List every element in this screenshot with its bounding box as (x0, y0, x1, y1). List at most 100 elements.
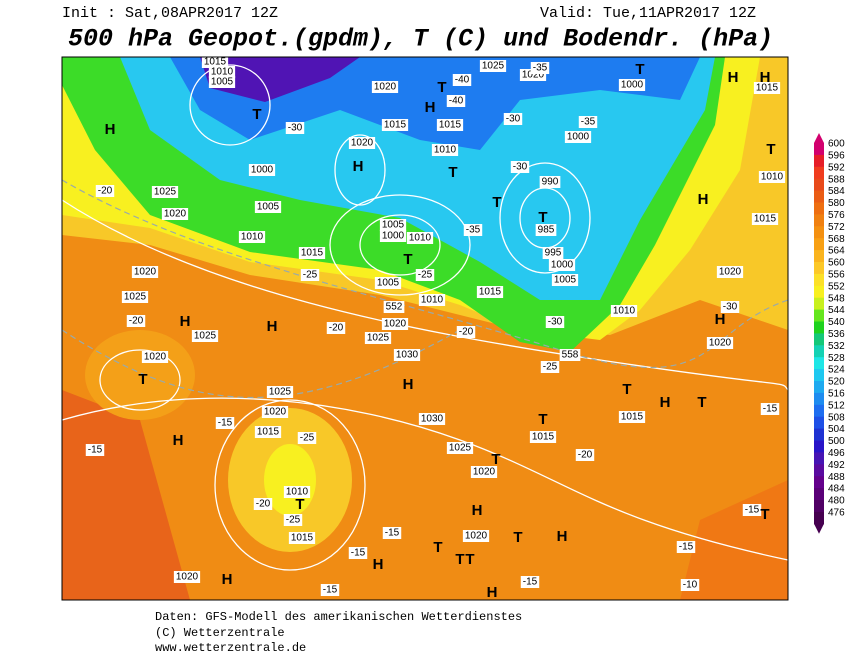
pressure-label: 1015 (301, 248, 324, 259)
temperature-label: -15 (745, 505, 760, 516)
pressure-center: H (472, 502, 483, 519)
pressure-label: 1005 (211, 77, 234, 88)
pressure-center: H (180, 313, 191, 330)
pressure-label-box (283, 486, 311, 498)
temperature-label-box (300, 269, 320, 281)
pressure-label-box (758, 171, 786, 183)
pressure-label: 995 (545, 248, 562, 259)
colorbar: 6005965925885845805765725685645605565525… (814, 133, 845, 534)
colorbar-swatch (814, 452, 824, 465)
pressure-label-box (298, 247, 326, 259)
colorbar-tick-label: 496 (828, 448, 845, 459)
colorbar-swatch (814, 404, 824, 418)
pressure-label-box (348, 137, 376, 149)
pressure-label: 1000 (251, 165, 274, 176)
temperature-label: -30 (506, 114, 521, 125)
pressure-label-box (470, 466, 498, 478)
pressure-label: 1015 (204, 57, 227, 68)
colorbar-tick-label: 560 (828, 258, 845, 269)
pressure-center: H (403, 376, 414, 393)
colorbar-tick-label: 540 (828, 317, 845, 328)
colorbar-swatch (814, 143, 824, 156)
pressure-label: 1005 (382, 220, 405, 231)
pressure-center: T (295, 496, 304, 513)
colorbar-tick-label: 480 (828, 496, 845, 507)
temperature-label: -10 (683, 580, 698, 591)
pressure-label: 1020 (374, 82, 397, 93)
temperature-label-box (760, 403, 780, 415)
colorbar-tick-label: 544 (828, 305, 845, 316)
pressure-label-box (254, 201, 282, 213)
pressure-label-box (141, 351, 169, 363)
temperature-label-box (575, 449, 595, 461)
pressure-label: 1010 (211, 67, 234, 78)
pressure-label-box (173, 571, 201, 583)
temperature-label-box (530, 62, 550, 74)
pressure-label: 1020 (709, 338, 732, 349)
temperature-label: -15 (88, 445, 103, 456)
colorbar-swatch (814, 178, 824, 192)
pressure-label: 1015 (754, 214, 777, 225)
pressure-label: 1020 (164, 209, 187, 220)
pressure-label: 1005 (377, 278, 400, 289)
pressure-label-box (201, 56, 229, 68)
temperature-label-box (680, 579, 700, 591)
pressure-center: T (252, 106, 261, 123)
colorbar-swatch (814, 488, 824, 501)
pressure-center: T (437, 79, 446, 96)
pressure-label-box (418, 413, 446, 425)
pressure-center: H (373, 556, 384, 573)
colorbar-swatch (814, 250, 824, 263)
temperature-label: -25 (303, 270, 318, 281)
pressure-label-box (254, 426, 282, 438)
pressure-label: 1025 (269, 387, 292, 398)
pressure-label-box (208, 66, 236, 78)
colorbar-swatch (814, 166, 824, 180)
temperature-label-box (463, 224, 483, 236)
pressure-label: 1025 (449, 443, 472, 454)
map-title: 500 hPa Geopot.(gpdm), T (C) und Bodendr… (68, 25, 773, 54)
temperature-label: -40 (449, 96, 464, 107)
temperature-label: -20 (98, 186, 113, 197)
colorbar-swatch (814, 202, 824, 215)
pressure-center: T (138, 371, 147, 388)
field-purple (200, 57, 360, 102)
pressure-label-box (618, 411, 646, 423)
pressure-center: T (465, 551, 474, 568)
pressure-label: 1010 (409, 233, 432, 244)
pressure-label-box (371, 81, 399, 93)
colorbar-swatch (814, 297, 824, 311)
pressure-label: 1020 (384, 319, 407, 330)
colorbar-swatch (814, 476, 824, 489)
pressure-label-box (476, 286, 504, 298)
pressure-label-box (462, 530, 490, 542)
pressure-label-box (418, 294, 446, 306)
temperature-label-box (545, 316, 565, 328)
colorbar-swatch (814, 392, 824, 406)
pressure-label: 1015 (532, 432, 555, 443)
field-red (62, 390, 190, 600)
pressure-center: H (353, 158, 364, 175)
pressure-center: T (538, 209, 547, 226)
colorbar-swatch (814, 440, 824, 453)
pressure-label: 1000 (551, 260, 574, 271)
pressure-label: 1005 (257, 202, 280, 213)
map-frame (61, 56, 789, 601)
pressure-label: 1020 (176, 572, 199, 583)
colorbar-tick-label: 588 (828, 174, 845, 185)
temperature-label-box (415, 269, 435, 281)
colorbar-tick-label: 476 (828, 508, 845, 519)
pressure-label-box (191, 330, 219, 342)
colorbar-tick-label: 556 (828, 270, 845, 281)
init-time: Init : Sat,08APR2017 12Z (62, 5, 278, 22)
pressure-label: 1025 (194, 331, 217, 342)
temperature-label-box (283, 514, 303, 526)
pressure-label-box (381, 318, 409, 330)
pressure-label: 1015 (756, 83, 779, 94)
temperature-label: -35 (533, 63, 548, 74)
pressure-label-box (208, 76, 236, 88)
pressure-label-box (535, 224, 557, 236)
colorbar-tick-label: 528 (828, 353, 845, 364)
colorbar-swatch (814, 333, 824, 346)
